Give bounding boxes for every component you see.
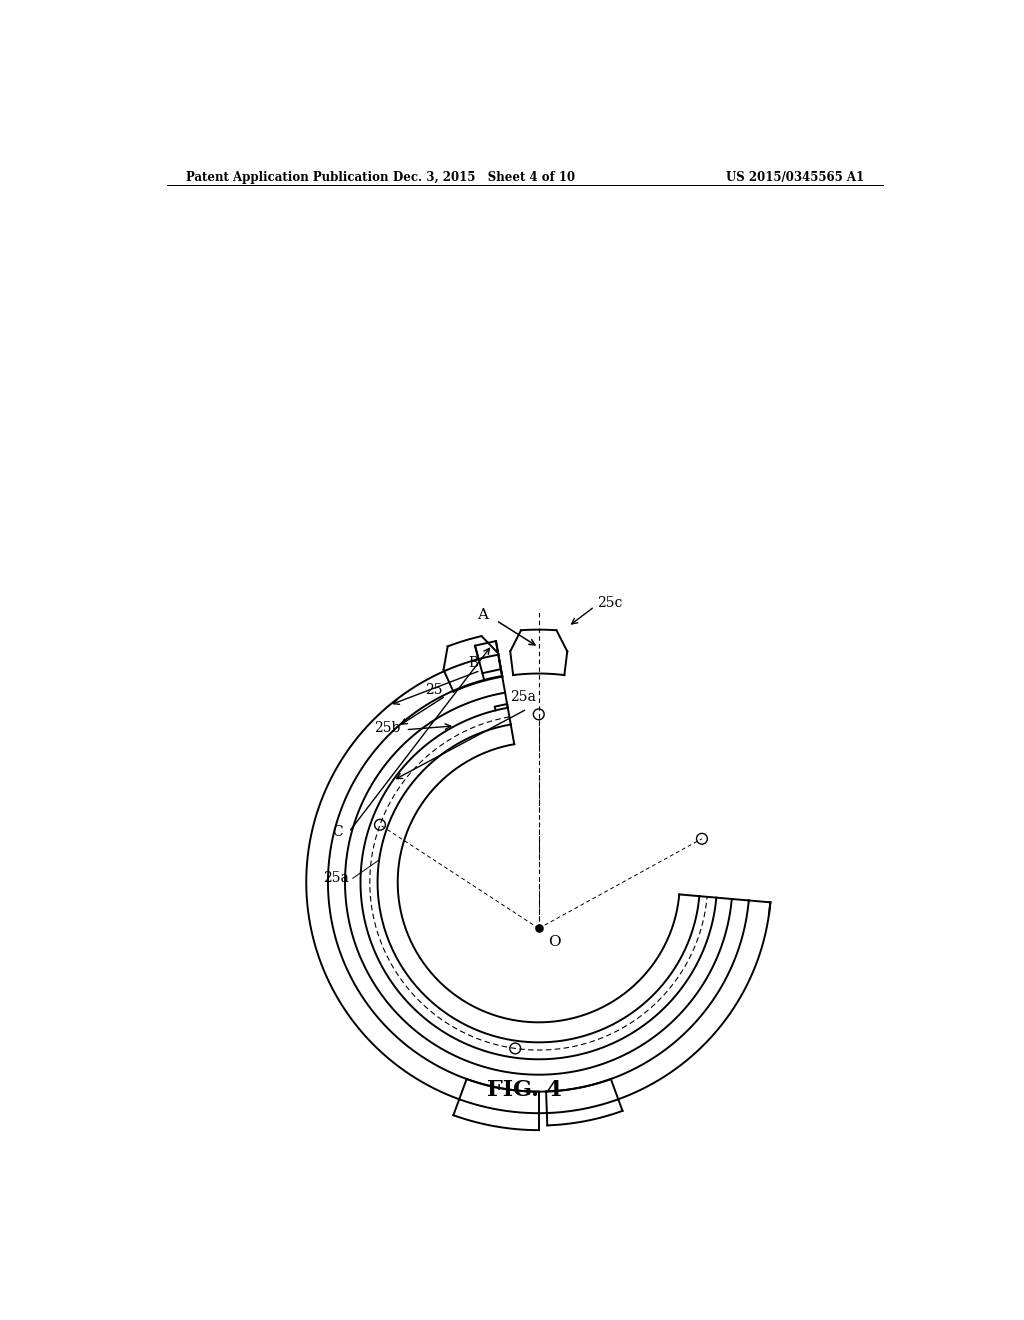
- Text: 25a: 25a: [323, 871, 349, 886]
- Text: A: A: [477, 609, 488, 622]
- Text: 25a: 25a: [510, 690, 537, 705]
- Text: 25b: 25b: [375, 721, 400, 735]
- Text: B: B: [468, 656, 478, 669]
- Text: 25: 25: [425, 682, 442, 697]
- Text: 25c: 25c: [597, 597, 623, 610]
- Text: FIG. 4: FIG. 4: [487, 1080, 562, 1101]
- Text: O: O: [548, 935, 561, 949]
- Text: C: C: [332, 825, 343, 840]
- Text: US 2015/0345565 A1: US 2015/0345565 A1: [726, 172, 864, 185]
- Text: Dec. 3, 2015   Sheet 4 of 10: Dec. 3, 2015 Sheet 4 of 10: [393, 172, 575, 185]
- Text: Patent Application Publication: Patent Application Publication: [186, 172, 389, 185]
